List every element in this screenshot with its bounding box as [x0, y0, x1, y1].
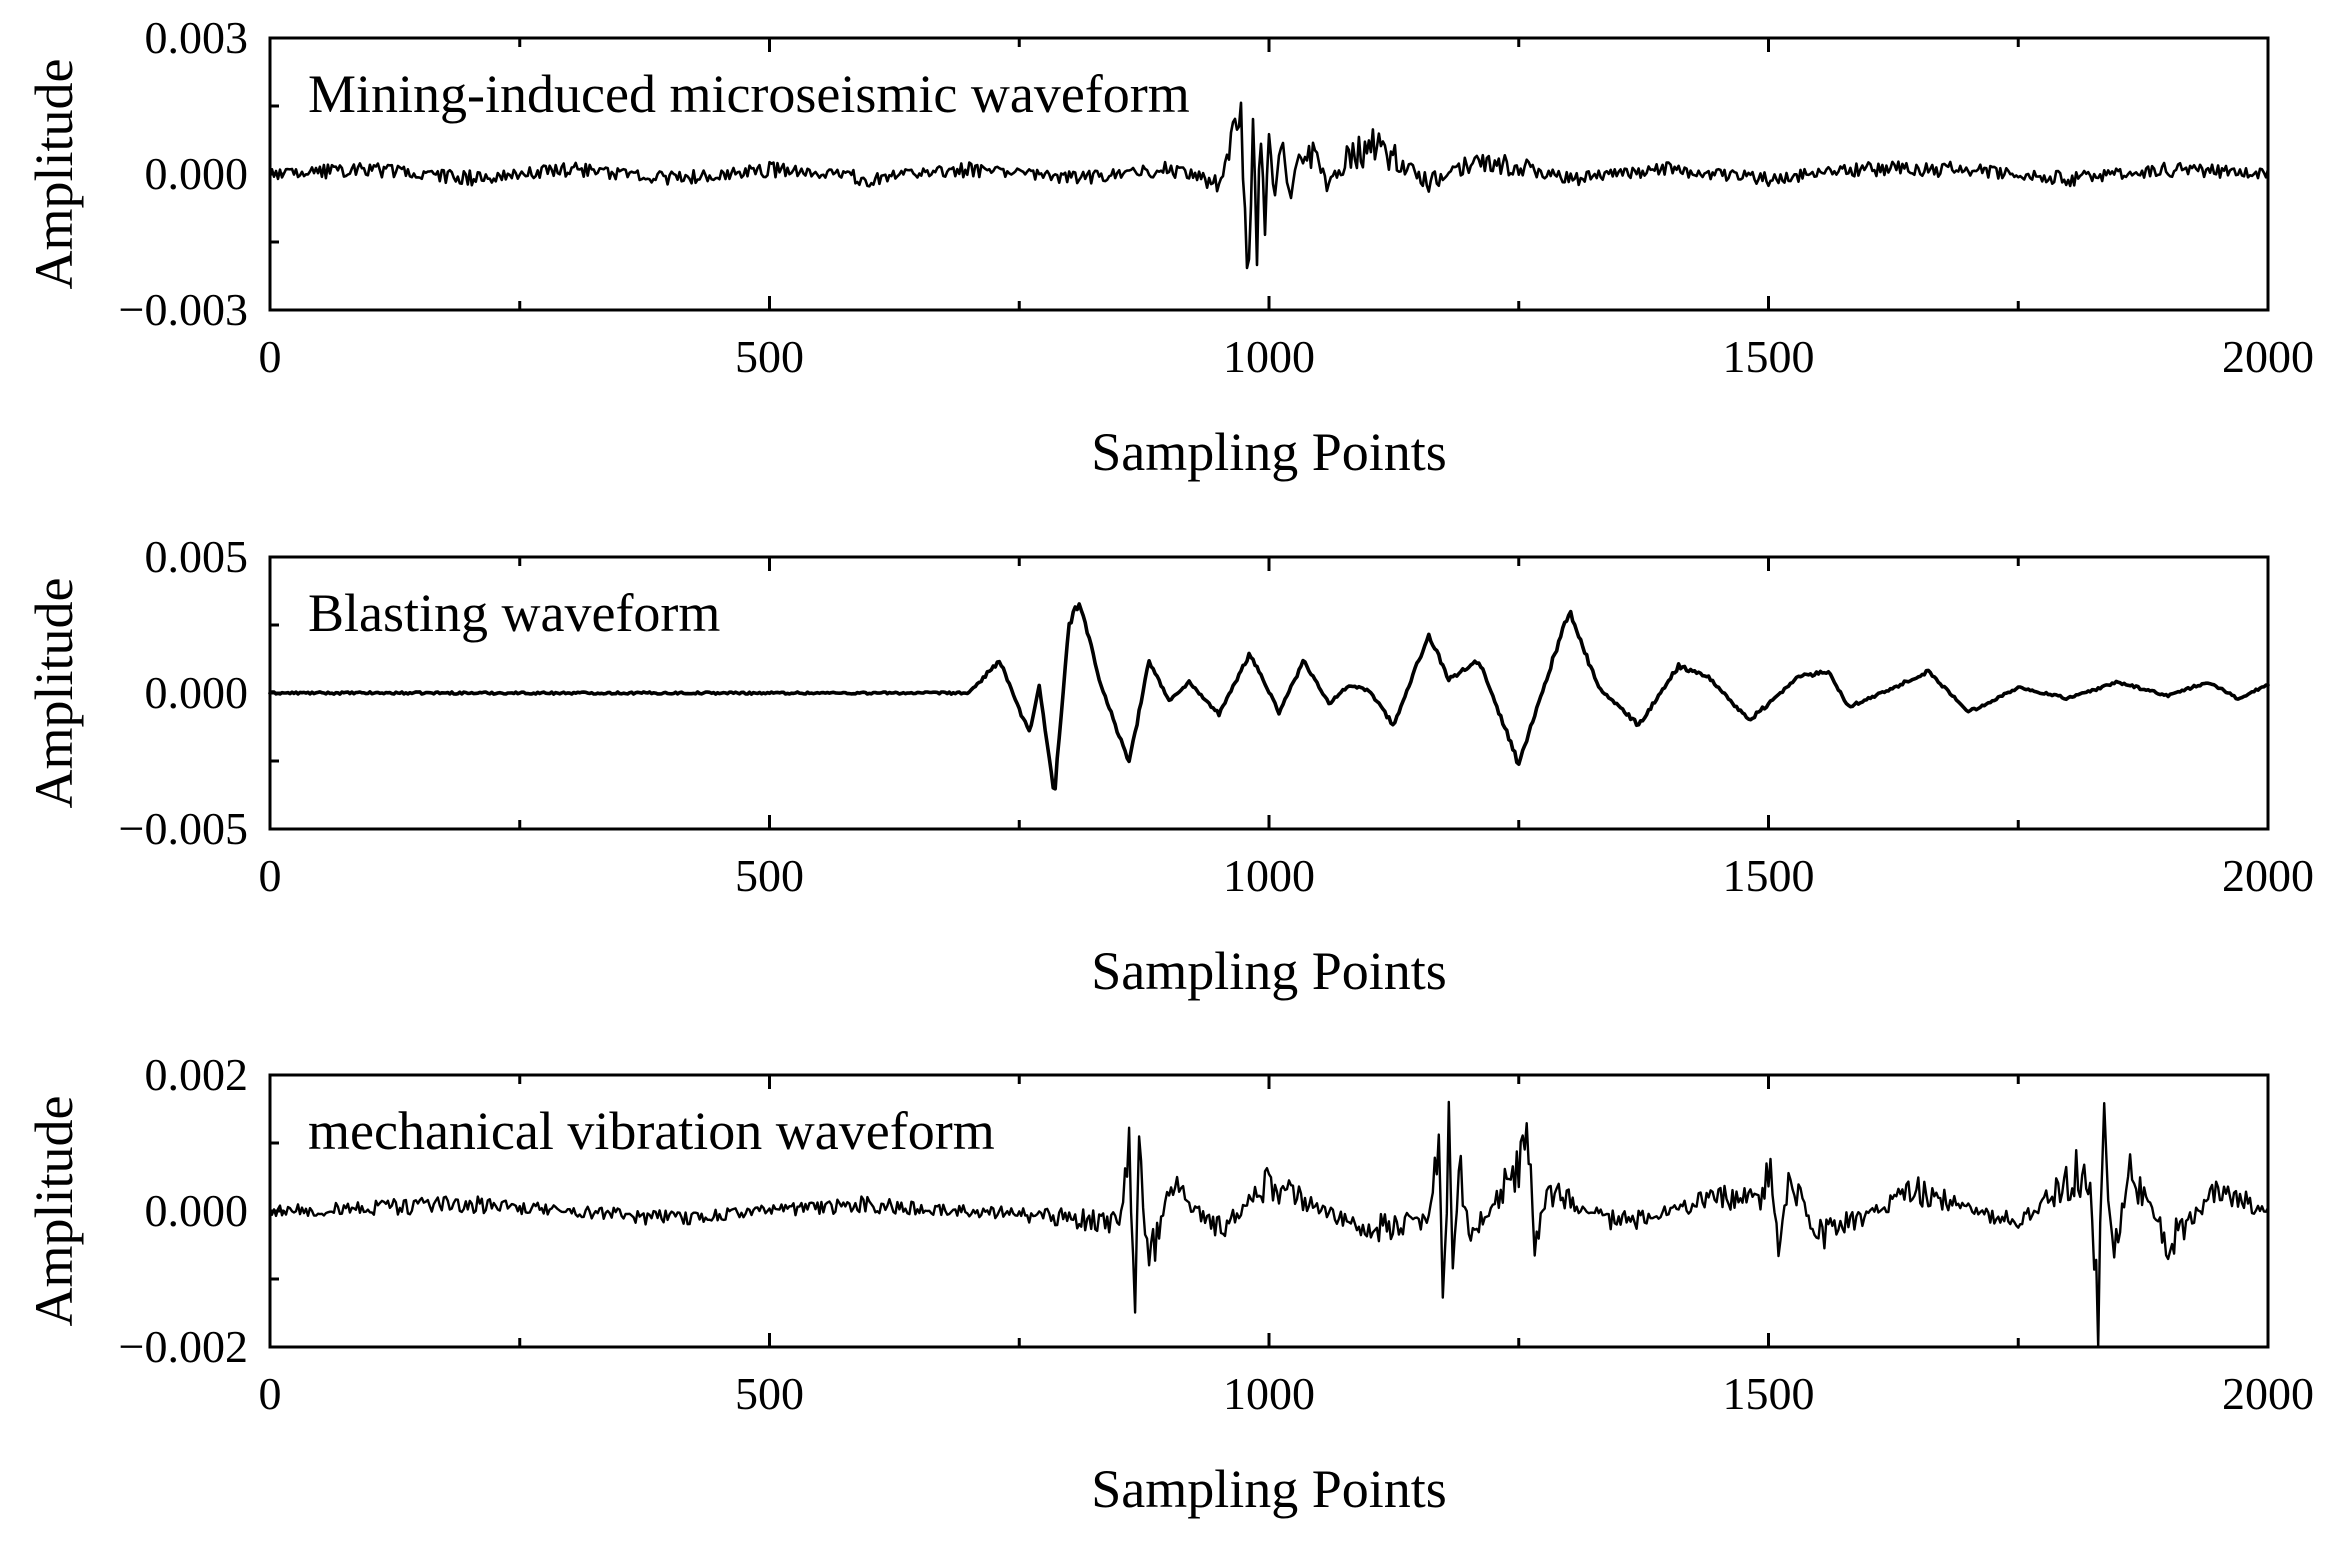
x-tick-label-1000: 1000	[1223, 331, 1315, 382]
y-tick-label-1: 0.000	[145, 1185, 249, 1236]
y-tick-label-0: 0.003	[145, 12, 249, 63]
x-tick-label-2000: 2000	[2222, 1368, 2314, 1419]
y-axis-title-blasting: Amplitude	[24, 578, 84, 809]
waveform-line-microseismic	[268, 101, 2270, 270]
y-tick-label-0: 0.005	[145, 531, 249, 582]
panel-blasting: 0 500 1000 1500 2000 0.005 0.000 −0.005 Blasting…	[24, 531, 2314, 1001]
y-tick-label-2: −0.003	[119, 284, 248, 335]
x-tick-label-500: 500	[735, 850, 804, 901]
y-tick-label-2: −0.002	[119, 1321, 248, 1372]
x-tick-label-2000: 2000	[2222, 331, 2314, 382]
waveform-line-blasting	[268, 602, 2270, 791]
x-axis-title-blasting: Sampling Points	[1091, 941, 1447, 1001]
x-tick-label-0: 0	[259, 331, 282, 382]
x-tick-label-1000: 1000	[1223, 850, 1315, 901]
panel-microseismic: 0 500 1000 1500 2000 0.003 0.000 −0.003 Mining-i…	[24, 12, 2314, 482]
panel-title-microseismic: Mining-induced microseismic waveform	[308, 64, 1190, 124]
x-tick-label-500: 500	[735, 1368, 804, 1419]
x-tick-label-2000: 2000	[2222, 850, 2314, 901]
panel-title-blasting: Blasting waveform	[308, 583, 720, 643]
y-tick-label-0: 0.002	[145, 1049, 249, 1100]
y-tick-label-1: 0.000	[145, 148, 249, 199]
y-axis-title-microseismic: Amplitude	[24, 59, 84, 290]
x-tick-label-1000: 1000	[1223, 1368, 1315, 1419]
x-tick-label-0: 0	[259, 1368, 282, 1419]
x-tick-label-1500: 1500	[1723, 331, 1815, 382]
x-tick-label-1500: 1500	[1723, 1368, 1815, 1419]
x-axis-title-microseismic: Sampling Points	[1091, 422, 1447, 482]
x-tick-label-500: 500	[735, 331, 804, 382]
x-tick-label-0: 0	[259, 850, 282, 901]
y-tick-label-2: −0.005	[119, 803, 248, 854]
waveform-line-mechanical	[268, 1100, 2270, 1349]
y-axis-title-mechanical: Amplitude	[24, 1096, 84, 1327]
y-tick-label-1: 0.000	[145, 667, 249, 718]
panel-mechanical-vibration: 0 500 1000 1500 2000 0.002 0.000 −0.002 mechanic…	[24, 1049, 2314, 1519]
panel-title-mechanical: mechanical vibration waveform	[308, 1101, 995, 1161]
x-tick-label-1500: 1500	[1723, 850, 1815, 901]
x-axis-title-mechanical: Sampling Points	[1091, 1459, 1447, 1519]
